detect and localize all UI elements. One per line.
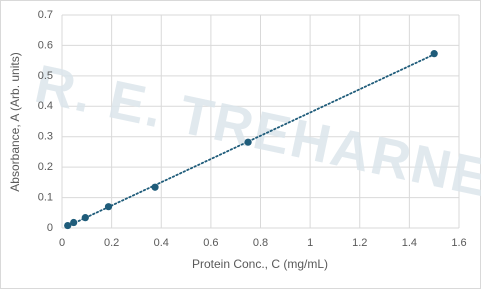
x-tick-label: 0.2 [104, 237, 119, 249]
x-tick-label: 1.2 [352, 237, 367, 249]
y-tick-label: 0.6 [38, 39, 53, 51]
y-tick-label: 0.5 [38, 70, 53, 82]
x-axis-title: Protein Conc., C (mg/mL) [192, 257, 328, 271]
data-point [64, 221, 72, 230]
x-tick-label: 1.6 [451, 237, 466, 249]
x-tick-label: 1 [307, 237, 313, 249]
x-tick-label: 0.6 [203, 237, 218, 249]
x-tick-label: 0.4 [154, 237, 169, 249]
data-point [151, 183, 159, 191]
y-tick-label: 0.1 [38, 191, 53, 203]
x-tick-label: 0.8 [253, 237, 268, 249]
y-axis-title: Absorbance, A (Arb. units) [8, 52, 22, 191]
data-point [244, 138, 252, 146]
y-tick-label: 0.3 [38, 131, 53, 143]
x-tick-label: 0 [59, 237, 65, 249]
data-point [430, 50, 438, 58]
data-point [70, 218, 78, 227]
data-point [104, 203, 113, 211]
y-tick-label: 0.2 [38, 161, 53, 173]
y-tick-label: 0.7 [38, 9, 53, 21]
y-tick-label: 0 [47, 222, 53, 234]
y-tick-label: 0.4 [38, 100, 53, 112]
data-point [81, 214, 89, 222]
x-tick-label: 1.4 [402, 237, 417, 249]
